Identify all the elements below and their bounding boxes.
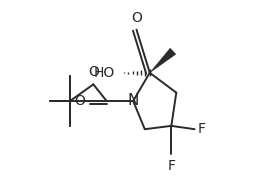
Text: HO: HO: [94, 66, 115, 80]
Text: O: O: [74, 94, 85, 108]
Text: O: O: [88, 65, 99, 79]
Text: N: N: [128, 93, 139, 108]
Text: F: F: [198, 122, 206, 136]
Text: O: O: [131, 11, 142, 25]
Polygon shape: [150, 48, 176, 73]
Text: F: F: [167, 159, 175, 173]
